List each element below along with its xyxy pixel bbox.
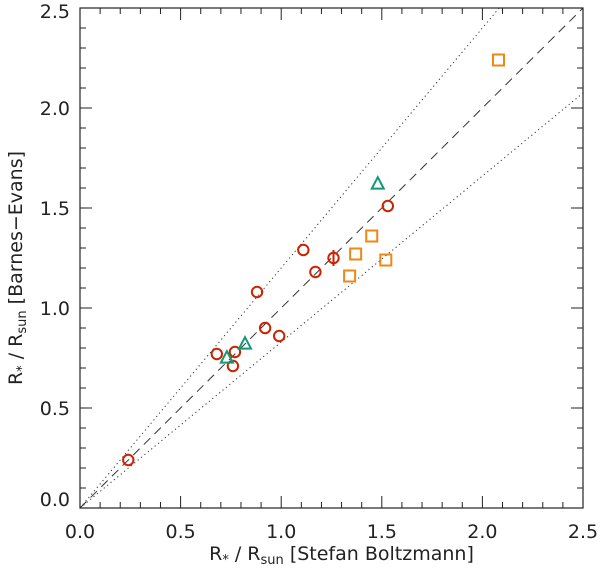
axis-ticks: [79, 7, 584, 509]
x-tick-label: 0.5: [165, 521, 195, 543]
circles-point: [381, 199, 395, 213]
y-axis-label: R* / Rsun [Barnes−Evans]: [5, 151, 30, 385]
circles-point: [122, 453, 135, 467]
circles-point: [272, 329, 286, 343]
y-tick-label: 1.0: [40, 298, 70, 320]
y-tick-label: 2.0: [40, 98, 70, 120]
y-tick-labels: 0.0 0.5 1.0 1.5 2.0 2.5: [40, 1, 70, 511]
plot-frame: [79, 7, 584, 509]
circles-point: [228, 345, 242, 359]
x-axis-label: R* / Rsun [Stefan Boltzmann]: [209, 543, 474, 568]
x-tick-label: 1.0: [266, 521, 296, 543]
lower-bound-line: [80, 92, 583, 508]
y-tick-label: 0.0: [40, 489, 70, 511]
x-tick-label: 2.0: [467, 521, 497, 543]
squares-point: [349, 247, 363, 261]
circles-point: [250, 285, 264, 299]
x-tick-labels: 0.0 0.5 1.0 1.5 2.0 2.5: [65, 521, 598, 543]
triangles-point: [219, 349, 235, 364]
squares-point: [491, 53, 505, 67]
squares-point: [343, 269, 357, 283]
circles-point: [309, 265, 322, 279]
y-tick-label: 0.5: [40, 398, 70, 420]
x-tick-label: 2.5: [568, 521, 598, 543]
triangles-point: [237, 335, 253, 350]
one-to-one-line: [80, 8, 583, 508]
x-tick-label: 0.0: [65, 521, 95, 543]
squares-point: [379, 253, 393, 267]
x-tick-label: 1.5: [367, 521, 397, 543]
circles-point: [258, 321, 272, 335]
y-tick-label: 1.5: [40, 198, 70, 220]
data-points: [122, 53, 505, 467]
y-tick-label: 2.5: [40, 1, 70, 23]
squares-point: [365, 229, 379, 243]
circles-point: [297, 243, 310, 257]
triangles-point: [370, 175, 386, 190]
reference-lines: [80, 8, 583, 508]
circles-point: [210, 347, 224, 361]
